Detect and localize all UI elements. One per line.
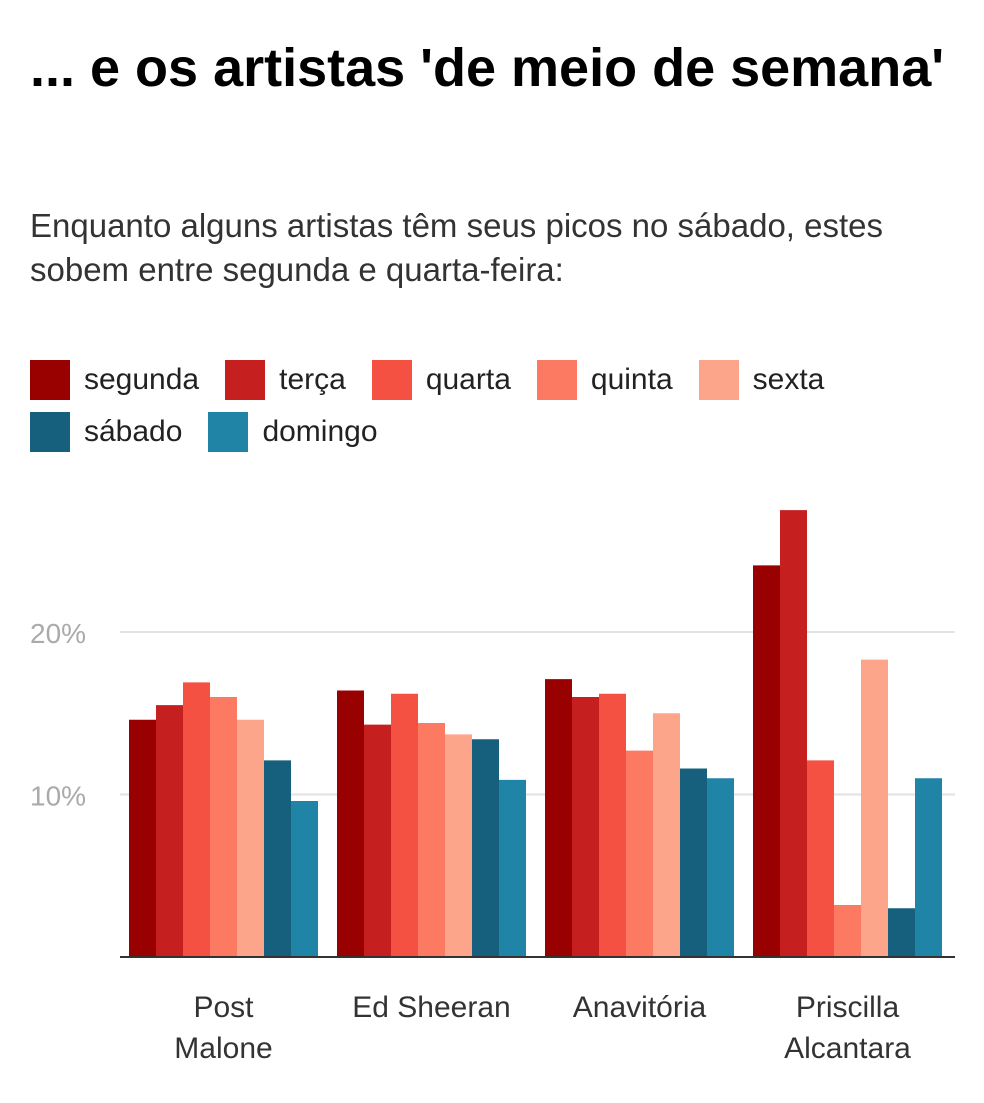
bar [264, 760, 291, 957]
bar [210, 697, 237, 957]
legend-label: quinta [590, 363, 673, 396]
x-tick-label: Alcantara [784, 1032, 911, 1065]
x-tick-label: Post [193, 991, 254, 1024]
bar [572, 697, 599, 957]
legend-label: sábado [84, 415, 183, 448]
legend-label: segunda [84, 363, 200, 396]
legend-swatch [225, 360, 266, 400]
bar [626, 750, 653, 957]
x-tick-label: Priscilla [796, 991, 900, 1024]
bar [545, 679, 572, 957]
chart-subtitle: Enquanto alguns artistas têm seus picos … [30, 207, 884, 288]
legend-item: quarta [371, 360, 511, 400]
bar [680, 768, 707, 957]
bar [861, 659, 888, 957]
x-tick-label: Malone [174, 1032, 272, 1065]
legend-label: domingo [262, 415, 378, 448]
bar [418, 723, 445, 957]
bar [472, 739, 499, 957]
bar [807, 760, 834, 957]
y-tick-label: 10% [30, 781, 86, 812]
legend-swatch [30, 412, 70, 452]
x-tick-label: Ed Sheeran [352, 991, 510, 1024]
y-tick-label: 20% [30, 618, 86, 649]
legend-item: quinta [536, 360, 673, 400]
bar [599, 693, 626, 957]
bar [780, 510, 807, 957]
legend-swatch [30, 360, 70, 400]
legend-swatch [208, 412, 249, 452]
legend-label: quarta [425, 363, 511, 396]
bar [237, 719, 264, 957]
legend-item: terça [225, 360, 346, 400]
legend-swatch [536, 360, 577, 400]
bar [834, 905, 861, 957]
bar [915, 778, 942, 957]
legend-item: domingo [208, 412, 378, 452]
legend-item: sexta [698, 360, 825, 400]
legend: segunda terça quarta quinta sexta sábado domin… [30, 360, 970, 452]
bar [707, 778, 734, 957]
legend-item: segunda [30, 360, 199, 400]
bar [445, 734, 472, 957]
legend-item: sábado [30, 412, 182, 452]
legend-swatch [371, 360, 412, 400]
bar [753, 565, 780, 957]
bar [156, 705, 183, 957]
bar [653, 713, 680, 957]
bar [337, 690, 364, 957]
legend-label: sexta [752, 363, 825, 396]
bar [364, 724, 391, 957]
legend-swatch [698, 360, 739, 400]
bar [499, 779, 526, 957]
bar [129, 719, 156, 957]
bar [183, 682, 210, 957]
legend-label: terça [279, 363, 346, 396]
bar [888, 908, 915, 957]
chart-title: ... e os artistas 'de meio de semana' [30, 38, 945, 98]
bar [391, 693, 418, 957]
bar [291, 801, 318, 957]
x-tick-label: Anavitória [573, 991, 707, 1024]
